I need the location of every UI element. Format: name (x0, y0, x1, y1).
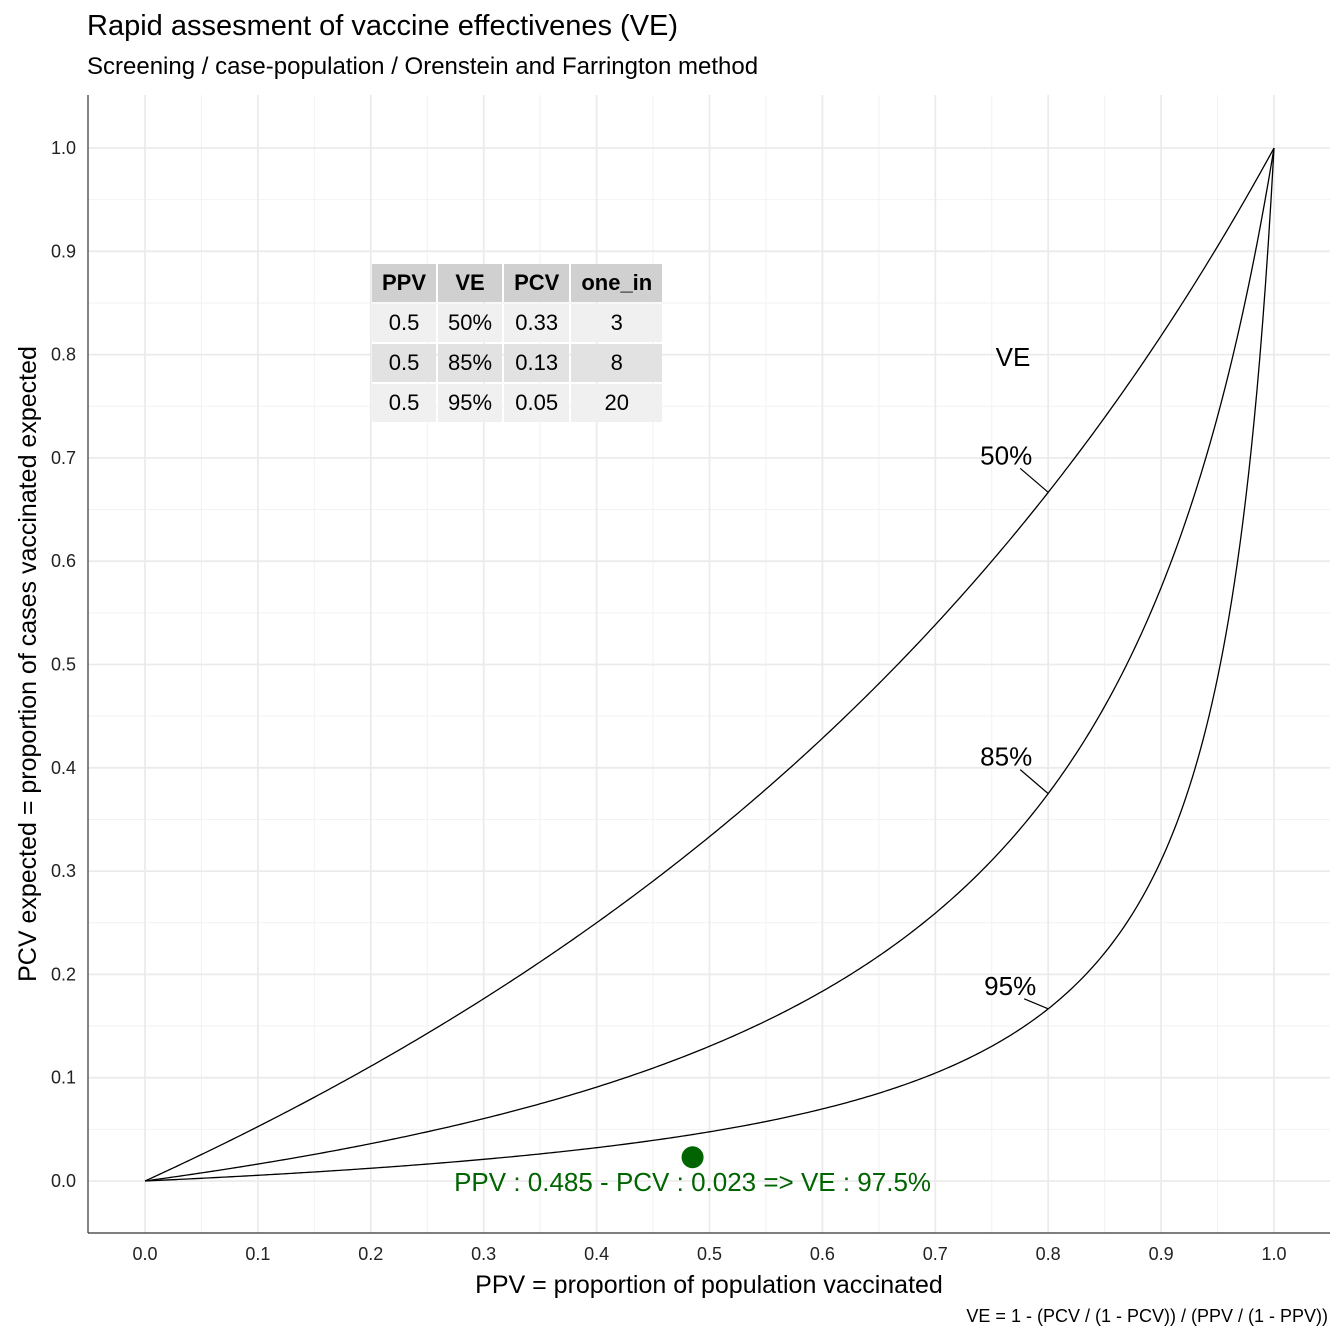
y-tick-label: 0.1 (51, 1068, 76, 1088)
table-row: 0.5 50% 0.33 3 (372, 304, 663, 342)
table-cell: 3 (571, 304, 663, 342)
curve-label-50: 50% (980, 440, 1032, 470)
table-cell: 0.13 (504, 344, 570, 382)
x-tick-label: 0.3 (471, 1244, 496, 1264)
x-tick-label: 0.0 (132, 1244, 157, 1264)
table-cell: 95% (438, 384, 503, 422)
table-cell: 50% (438, 304, 503, 342)
curve-label-95: 95% (984, 971, 1036, 1001)
table-cell: 0.5 (372, 384, 437, 422)
y-tick-label: 0.6 (51, 551, 76, 571)
table-row: 0.5 85% 0.13 8 (372, 344, 663, 382)
y-tick-label: 0.4 (51, 758, 76, 778)
ve-curve-50 (144, 147, 1275, 1182)
y-tick-label: 0.2 (51, 964, 76, 984)
x-axis-title: PPV = proportion of population vaccinate… (475, 1271, 943, 1299)
table-cell: 0.5 (372, 304, 437, 342)
x-tick-label: 0.2 (358, 1244, 383, 1264)
y-tick-label: 0.3 (51, 861, 76, 881)
curve-label-leader (1019, 467, 1049, 493)
ve-legend-title: VE (996, 342, 1031, 372)
y-tick-label: 1.0 (51, 138, 76, 158)
y-axis-title: PCV expected = proportion of cases vacci… (14, 346, 42, 982)
x-tick-label: 0.6 (810, 1244, 835, 1264)
x-tick-label: 1.0 (1261, 1244, 1286, 1264)
x-tick-label: 0.7 (923, 1244, 948, 1264)
table-cell: 0.5 (372, 344, 437, 382)
x-tick-label: 0.9 (1149, 1244, 1174, 1264)
chart-subtitle: Screening / case-population / Orenstein … (87, 53, 759, 80)
highlight-point (681, 1146, 704, 1169)
table-header-pcv: PCV (504, 264, 570, 302)
curve-label-85: 85% (980, 742, 1032, 772)
table-header-one-in: one_in (571, 264, 663, 302)
x-tick-label: 0.4 (584, 1244, 609, 1264)
y-tick-label: 0.9 (51, 241, 76, 261)
table-cell: 0.33 (504, 304, 570, 342)
x-tick-label: 0.8 (1036, 1244, 1061, 1264)
x-tick-label: 0.1 (245, 1244, 270, 1264)
formula-caption: VE = 1 - (PCV / (1 - PCV)) / (PPV / (1 -… (966, 1306, 1328, 1326)
y-tick-label: 0.8 (51, 345, 76, 365)
ve-curve-95 (144, 147, 1275, 1182)
summary-table: PPV VE PCV one_in 0.5 50% 0.33 3 0.5 85%… (370, 262, 664, 424)
table-cell: 20 (571, 384, 663, 422)
table-header-ve: VE (438, 264, 503, 302)
table-cell: 0.05 (504, 384, 570, 422)
table-row: 0.5 95% 0.05 20 (372, 384, 663, 422)
x-tick-label: 0.5 (697, 1244, 722, 1264)
table-cell: 8 (571, 344, 663, 382)
y-tick-label: 0.5 (51, 655, 76, 675)
curve-label-leader (1019, 769, 1049, 795)
y-tick-label: 0.7 (51, 448, 76, 468)
y-tick-label: 0.0 (51, 1171, 76, 1191)
table-cell: 85% (438, 344, 503, 382)
point-annotation: PPV : 0.485 - PCV : 0.023 => VE : 97.5% (454, 1167, 931, 1197)
table-header-ppv: PPV (372, 264, 437, 302)
ve-curve-85 (144, 147, 1275, 1182)
table-header-row: PPV VE PCV one_in (372, 264, 663, 302)
curve-label-leader (1023, 998, 1049, 1010)
chart-title: Rapid assesment of vaccine effectivenes … (87, 10, 679, 42)
